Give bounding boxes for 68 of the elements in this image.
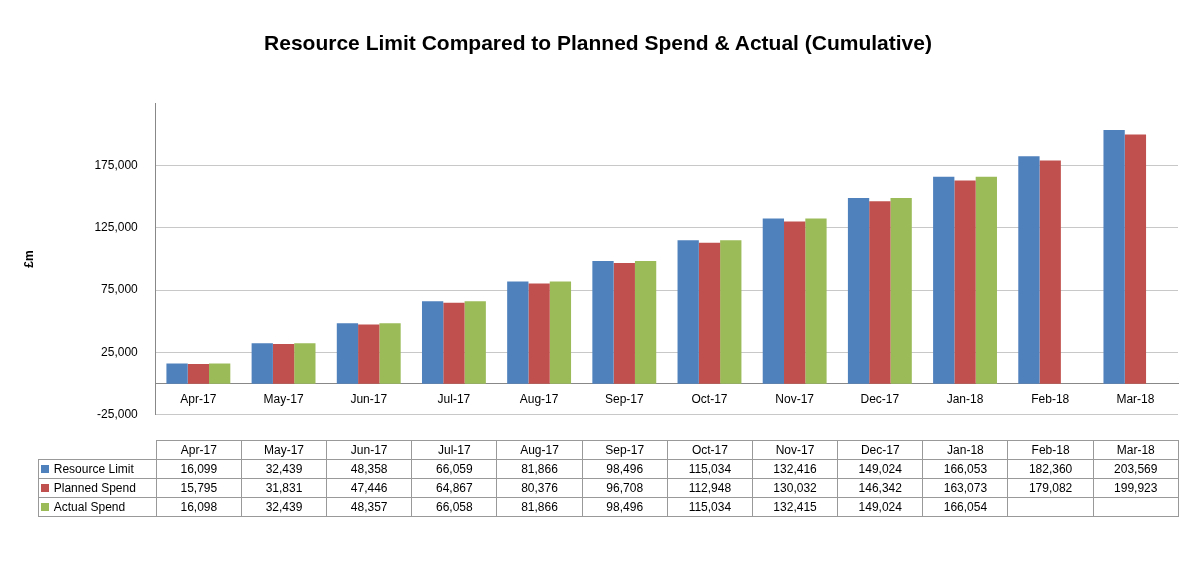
- x-tick-label: Jul-17: [437, 392, 471, 407]
- data-label: 81,866: [496, 459, 583, 479]
- data-label: 182,360: [1007, 459, 1094, 479]
- data-label: 203,569: [1093, 459, 1179, 479]
- x-tick-label: Aug-17: [519, 392, 559, 407]
- data-label: 163,073: [922, 478, 1008, 498]
- data-label: 112,948: [667, 478, 753, 498]
- x-tick-label: Sep-17: [604, 392, 644, 407]
- category-label: Dec-17: [860, 443, 900, 457]
- category-label: Jul-17: [438, 443, 471, 457]
- x-tick-label: May-17: [263, 392, 304, 407]
- y-tick-label: -25,000: [97, 407, 139, 422]
- x-tick-label: Nov-17: [775, 392, 815, 407]
- data-label: 32,439: [241, 497, 327, 517]
- data-label: 166,053: [922, 459, 1008, 479]
- data-label: 96,708: [582, 478, 668, 498]
- data-label: 66,058: [411, 497, 497, 517]
- legend-label: Resource Limit: [53, 462, 134, 476]
- data-label: 15,795: [156, 478, 242, 498]
- data-label: 16,099: [156, 459, 242, 479]
- y-tick-label: 75,000: [101, 282, 139, 297]
- data-label: 199,923: [1093, 478, 1179, 498]
- category-label: Feb-18: [1031, 443, 1070, 457]
- data-label: 146,342: [837, 478, 923, 498]
- data-label: 98,496: [582, 497, 668, 517]
- category-label: Jan-18: [947, 443, 984, 457]
- category-label: Sep-17: [605, 443, 645, 457]
- category-label: Jun-17: [350, 443, 388, 457]
- data-label: 179,082: [1007, 478, 1094, 498]
- data-label: 48,358: [326, 459, 412, 479]
- category-label: Aug-17: [520, 443, 559, 457]
- category-label: Oct-17: [691, 443, 728, 457]
- data-label: 66,059: [411, 459, 497, 479]
- y-tick-label: 175,000: [94, 157, 139, 172]
- data-label: 166,054: [922, 497, 1008, 517]
- data-label: 98,496: [582, 459, 668, 479]
- y-axis-title: £m: [21, 250, 36, 268]
- chart-title: Resource Limit Compared to Planned Spend & Actual (Cumulative): [264, 31, 932, 55]
- category-label: Nov-17: [775, 443, 815, 457]
- category-label: May-17: [264, 443, 305, 457]
- legend-label: Planned Spend: [53, 481, 136, 495]
- data-label: 132,416: [752, 459, 838, 479]
- data-label: 80,376: [496, 478, 583, 498]
- data-label: 149,024: [837, 459, 923, 479]
- data-label: 47,446: [326, 478, 412, 498]
- data-label: 132,415: [752, 497, 838, 517]
- x-tick-label: Feb-18: [1031, 392, 1070, 407]
- y-tick-label: 25,000: [101, 344, 139, 359]
- category-label: Apr-17: [180, 443, 217, 457]
- y-tick-label: 125,000: [94, 220, 139, 235]
- data-label: 32,439: [241, 459, 327, 479]
- data-label: 115,034: [667, 459, 753, 479]
- category-label: Mar-18: [1116, 443, 1155, 457]
- data-label: 64,867: [411, 478, 497, 498]
- data-label: 48,357: [326, 497, 412, 517]
- data-label: 31,831: [241, 478, 327, 498]
- data-label: 16,098: [156, 497, 242, 517]
- data-label: 130,032: [752, 478, 838, 498]
- x-tick-label: Apr-17: [180, 392, 217, 407]
- data-label: 81,866: [496, 497, 583, 517]
- x-tick-label: Mar-18: [1116, 392, 1155, 407]
- x-tick-label: Oct-17: [691, 392, 728, 407]
- data-label: 115,034: [667, 497, 753, 517]
- data-label: 149,024: [837, 497, 923, 517]
- x-tick-label: Jan-18: [946, 392, 984, 407]
- x-tick-label: Jun-17: [350, 392, 388, 407]
- legend-label: Actual Spend: [53, 500, 126, 514]
- x-tick-label: Dec-17: [860, 392, 900, 407]
